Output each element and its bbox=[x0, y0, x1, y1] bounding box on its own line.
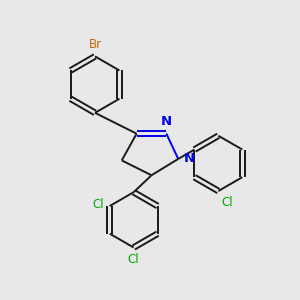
Text: Cl: Cl bbox=[128, 253, 140, 266]
Text: Cl: Cl bbox=[93, 198, 104, 211]
Text: Br: Br bbox=[88, 38, 102, 51]
Text: N: N bbox=[184, 152, 195, 164]
Text: Cl: Cl bbox=[221, 196, 233, 209]
Text: N: N bbox=[161, 115, 172, 128]
